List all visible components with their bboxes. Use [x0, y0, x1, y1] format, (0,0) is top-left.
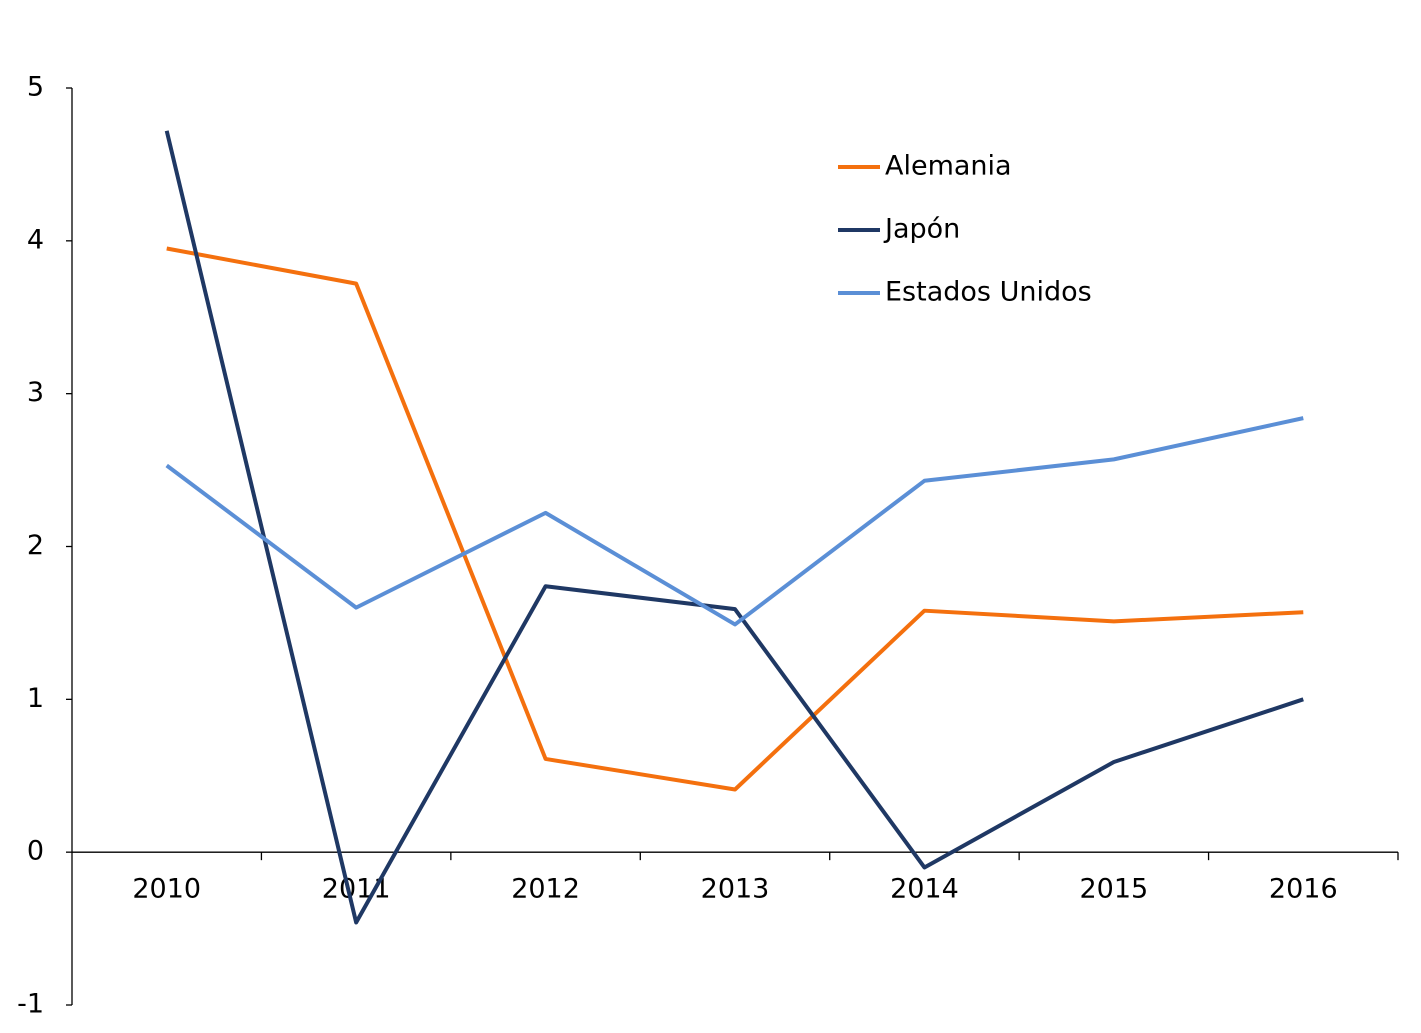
y-tick-label: 5: [27, 72, 44, 103]
y-tick-label: 0: [27, 836, 44, 867]
legend-label: Estados Unidos: [885, 277, 1092, 308]
x-tick-label: 2014: [890, 874, 959, 905]
legend-label: Alemania: [885, 151, 1012, 182]
series-line: [164, 130, 1304, 925]
x-tick-label: 2012: [511, 874, 580, 905]
y-tick-label: 4: [27, 224, 44, 255]
y-tick-label: 1: [27, 683, 44, 714]
series-line: [165, 416, 1304, 627]
y-tick-label: 2: [27, 530, 44, 561]
x-tick-label: 2010: [132, 874, 201, 905]
y-tick-label: -1: [17, 989, 44, 1020]
legend-label: Japón: [883, 214, 960, 245]
series-line: [166, 246, 1304, 792]
x-tick-label: 2016: [1269, 874, 1338, 905]
x-tick-label: 2013: [701, 874, 770, 905]
y-tick-label: 3: [27, 377, 44, 408]
x-tick-label: 2015: [1079, 874, 1148, 905]
